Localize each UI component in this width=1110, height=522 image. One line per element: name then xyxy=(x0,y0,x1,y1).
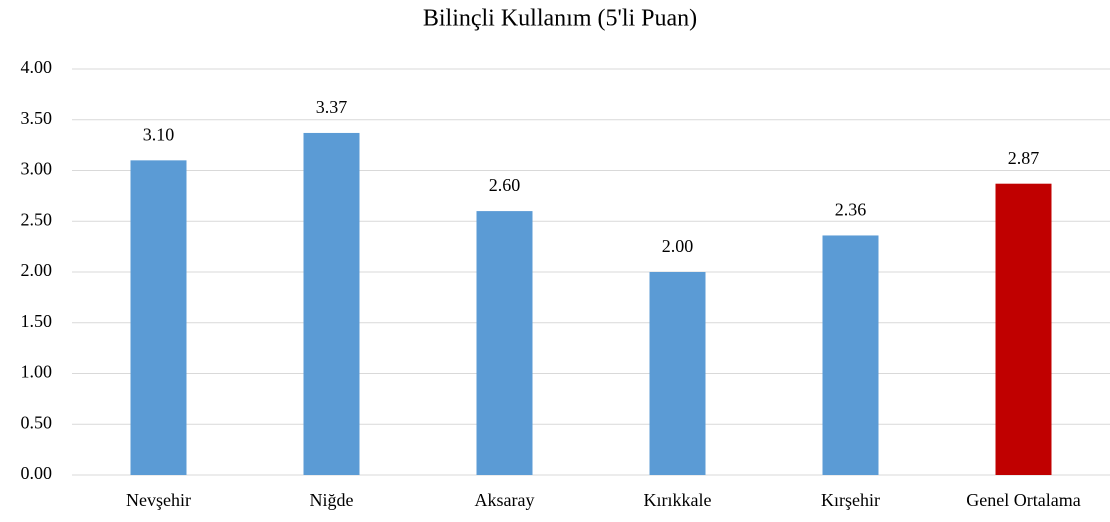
bar xyxy=(303,132,360,475)
bar xyxy=(130,160,187,475)
y-tick-label: 1.50 xyxy=(21,311,53,331)
x-tick-label: Nevşehir xyxy=(126,490,191,510)
chart-title: Bilinçli Kullanım (5'li Puan) xyxy=(423,6,697,32)
bar xyxy=(649,272,706,475)
y-tick-label: 3.00 xyxy=(21,159,53,179)
x-tick-label: Genel Ortalama xyxy=(966,490,1080,510)
x-tick-label: Niğde xyxy=(310,490,354,510)
value-label: 2.36 xyxy=(835,200,867,220)
y-tick-label: 0.00 xyxy=(21,463,53,483)
bar xyxy=(995,183,1052,475)
y-tick-label: 0.50 xyxy=(21,412,53,432)
y-tick-label: 3.50 xyxy=(21,108,53,128)
x-tick-label: Aksaray xyxy=(475,490,535,510)
y-tick-label: 2.00 xyxy=(21,260,53,280)
value-label: 2.87 xyxy=(1008,148,1040,168)
value-label: 2.60 xyxy=(489,175,521,195)
y-tick-label: 2.50 xyxy=(21,209,53,229)
x-tick-label: Kırşehir xyxy=(821,490,880,510)
y-tick-label: 1.00 xyxy=(21,362,53,382)
bar xyxy=(476,211,533,475)
value-label: 3.10 xyxy=(143,124,175,144)
value-label: 3.37 xyxy=(316,97,348,117)
bar xyxy=(822,235,879,475)
y-tick-label: 4.00 xyxy=(21,57,53,77)
value-label: 2.00 xyxy=(662,236,694,256)
x-tick-label: Kırıkkale xyxy=(644,490,712,510)
